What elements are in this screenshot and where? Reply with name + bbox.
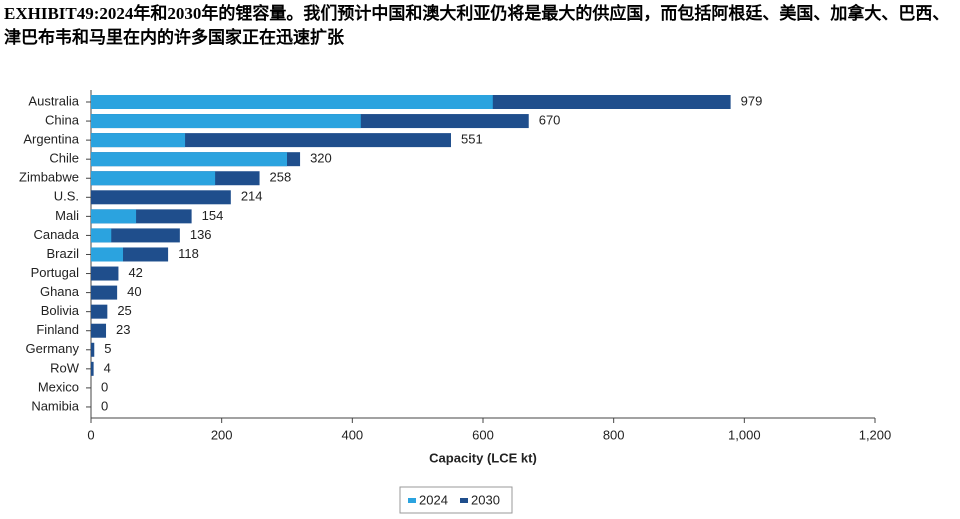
x-axis-title: Capacity (LCE kt) [429, 450, 537, 465]
y-tick-label: RoW [50, 360, 80, 375]
data-label: 258 [270, 170, 292, 185]
legend-label: 2024 [419, 492, 448, 507]
y-tick-label: Canada [33, 227, 79, 242]
x-tick-label: 400 [341, 427, 363, 442]
data-label: 40 [127, 284, 141, 299]
y-tick-label: Zimbabwe [19, 170, 79, 185]
y-tick-label: Australia [28, 93, 79, 108]
chart-title: EXHIBIT49:2024年和2030年的锂容量。我们预计中国和澳大利亚仍将是… [4, 4, 950, 47]
x-tick-label: 600 [472, 427, 494, 442]
legend-swatch [460, 498, 468, 503]
y-tick-label: Namibia [31, 398, 79, 413]
data-label: 551 [461, 132, 483, 147]
bar [91, 228, 112, 243]
data-label: 670 [539, 112, 561, 127]
data-label: 42 [128, 265, 142, 280]
y-tick-label: Brazil [46, 246, 79, 261]
y-tick-label: Mexico [38, 379, 79, 394]
bar [91, 266, 119, 281]
bar [91, 342, 95, 357]
bar [91, 323, 107, 338]
data-label: 320 [310, 151, 332, 166]
y-tick-label: Ghana [40, 284, 80, 299]
data-label: 136 [190, 227, 212, 242]
legend-box [399, 486, 513, 514]
bar [91, 114, 361, 129]
bar [91, 133, 186, 148]
bar [91, 209, 137, 224]
y-tick-label: Argentina [23, 132, 79, 147]
y-tick-label: Portugal [31, 265, 80, 280]
x-tick-label: 1,200 [859, 427, 892, 442]
y-tick-label: Bolivia [41, 303, 80, 318]
bar [91, 190, 231, 205]
bar [91, 304, 108, 319]
bar [91, 171, 216, 186]
x-tick-label: 0 [87, 427, 94, 442]
y-tick-label: U.S. [54, 189, 79, 204]
data-label: 979 [741, 93, 763, 108]
y-tick-label: Chile [49, 151, 79, 166]
data-label: 0 [101, 398, 108, 413]
bar [91, 361, 94, 376]
y-tick-label: Germany [26, 341, 80, 356]
data-label: 154 [202, 208, 224, 223]
bar [91, 285, 118, 300]
data-label: 0 [101, 379, 108, 394]
y-tick-label: Mali [55, 208, 79, 223]
data-label: 5 [104, 341, 111, 356]
x-tick-label: 200 [211, 427, 233, 442]
data-label: 23 [116, 322, 130, 337]
y-tick-label: China [45, 112, 80, 127]
data-label: 25 [117, 303, 131, 318]
legend-label: 2030 [471, 492, 500, 507]
bar [91, 247, 124, 262]
x-tick-label: 1,000 [728, 427, 761, 442]
y-tick-label: Finland [36, 322, 79, 337]
data-label: 118 [178, 246, 199, 261]
bar [91, 152, 287, 167]
data-label: 214 [241, 189, 263, 204]
legend-swatch [408, 498, 416, 503]
bar [91, 228, 180, 243]
bar [91, 95, 493, 109]
data-label: 4 [104, 360, 111, 375]
x-tick-label: 800 [603, 427, 625, 442]
